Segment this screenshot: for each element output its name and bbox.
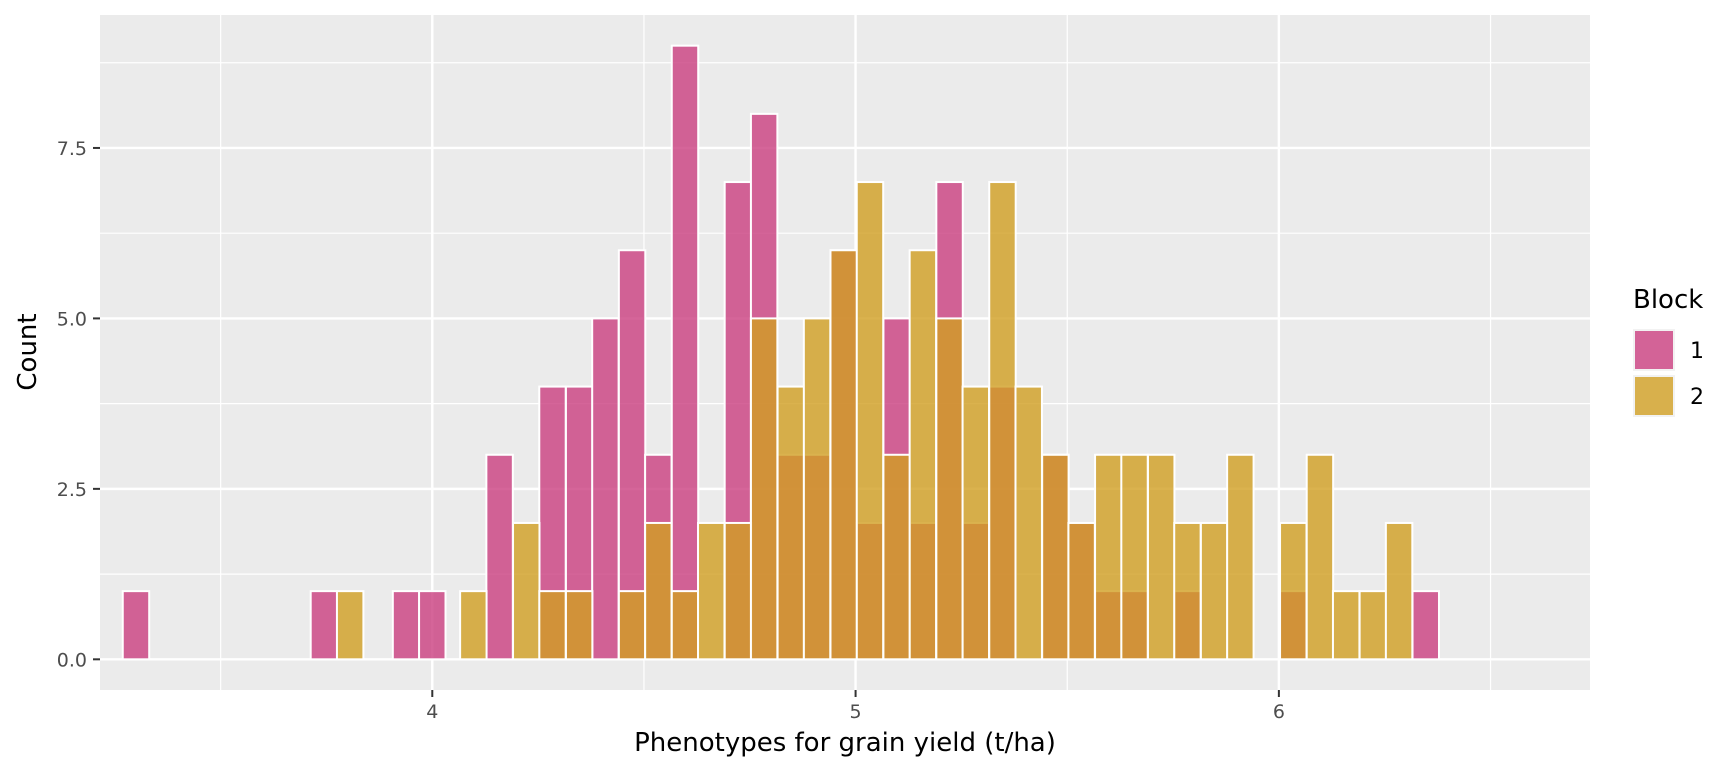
x-tick-label: 6 bbox=[1273, 701, 1285, 723]
bar-series-2 bbox=[697, 521, 726, 661]
bar-series-2 bbox=[335, 590, 365, 661]
bar-series-2 bbox=[564, 590, 594, 661]
legend-item-2: 2 bbox=[1633, 375, 1704, 417]
bar-series-2 bbox=[802, 317, 832, 661]
legend-item-1: 1 bbox=[1633, 329, 1704, 371]
bar-series-1 bbox=[121, 590, 151, 661]
bars-series-2 bbox=[335, 181, 1414, 661]
bar-series-1 bbox=[670, 44, 700, 661]
bar-series-1 bbox=[1411, 590, 1440, 661]
bar-series-1 bbox=[391, 590, 421, 661]
x-tick-label: 4 bbox=[426, 701, 438, 723]
bar-series-1 bbox=[485, 453, 514, 661]
bar-series-2 bbox=[855, 181, 885, 661]
bar-series-2 bbox=[1014, 385, 1043, 661]
bar-series-2 bbox=[935, 317, 964, 661]
bar-series-2 bbox=[882, 453, 911, 661]
bar-series-2 bbox=[1384, 521, 1414, 661]
bar-series-2 bbox=[723, 521, 753, 661]
bar-series-2 bbox=[749, 317, 779, 661]
bar-series-2 bbox=[829, 249, 858, 661]
bar-series-2 bbox=[988, 181, 1017, 661]
bar-series-2 bbox=[1041, 453, 1070, 661]
bar-series-2 bbox=[776, 385, 806, 661]
bar-series-2 bbox=[512, 521, 541, 661]
bar-series-2 bbox=[670, 590, 700, 661]
bar-series-1 bbox=[309, 590, 339, 661]
bar-series-2 bbox=[1358, 590, 1388, 661]
bar-series-2 bbox=[1173, 521, 1202, 661]
y-tick-label: 7.5 bbox=[57, 138, 87, 160]
legend-swatch-1 bbox=[1635, 331, 1673, 369]
bar-series-1 bbox=[591, 317, 620, 661]
bar-series-2 bbox=[1305, 453, 1335, 661]
bar-series-2 bbox=[1199, 521, 1229, 661]
bar-series-2 bbox=[1226, 453, 1255, 661]
bar-series-2 bbox=[1146, 453, 1176, 661]
y-tick-label: 0.0 bbox=[57, 649, 87, 671]
bar-series-2 bbox=[1279, 521, 1308, 661]
bar-series-2 bbox=[644, 521, 673, 661]
bar-series-2 bbox=[1120, 453, 1149, 661]
legend: Block 1 2 bbox=[1633, 285, 1704, 417]
legend-title: Block bbox=[1633, 285, 1703, 315]
bar-series-1 bbox=[418, 590, 447, 661]
legend-swatch-2 bbox=[1635, 377, 1673, 415]
y-axis-title: Count bbox=[13, 313, 43, 390]
bar-series-2 bbox=[538, 590, 567, 661]
bar-series-2 bbox=[908, 249, 938, 661]
bar-series-2 bbox=[1331, 590, 1361, 661]
y-axis: 0.0 2.5 5.0 7.5 bbox=[57, 138, 100, 671]
y-tick-label: 5.0 bbox=[57, 308, 87, 330]
bar-series-2 bbox=[617, 590, 647, 661]
x-axis: 4 5 6 bbox=[426, 690, 1285, 723]
legend-label-1: 1 bbox=[1690, 339, 1704, 364]
y-tick-label: 2.5 bbox=[57, 479, 87, 501]
bar-series-2 bbox=[459, 590, 488, 661]
x-axis-title: Phenotypes for grain yield (t/ha) bbox=[634, 728, 1056, 758]
x-tick-label: 5 bbox=[850, 701, 862, 723]
bar-series-2 bbox=[1067, 521, 1096, 661]
bar-series-2 bbox=[961, 385, 991, 661]
legend-label-2: 2 bbox=[1690, 385, 1704, 410]
bar-series-2 bbox=[1094, 453, 1123, 661]
